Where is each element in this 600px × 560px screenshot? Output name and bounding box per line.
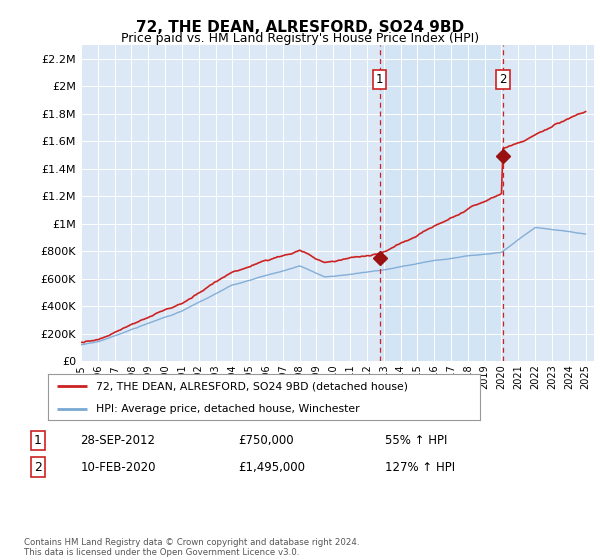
Text: 72, THE DEAN, ALRESFORD, SO24 9BD: 72, THE DEAN, ALRESFORD, SO24 9BD: [136, 20, 464, 35]
Text: Contains HM Land Registry data © Crown copyright and database right 2024.
This d: Contains HM Land Registry data © Crown c…: [24, 538, 359, 557]
Text: £1,495,000: £1,495,000: [238, 460, 305, 474]
Text: 1: 1: [34, 434, 42, 447]
Text: 28-SEP-2012: 28-SEP-2012: [80, 434, 155, 447]
Bar: [380, 45, 503, 361]
Text: 1: 1: [376, 73, 383, 86]
Text: 2: 2: [34, 460, 42, 474]
Text: 127% ↑ HPI: 127% ↑ HPI: [385, 460, 455, 474]
Text: 10-FEB-2020: 10-FEB-2020: [80, 460, 156, 474]
Text: 72, THE DEAN, ALRESFORD, SO24 9BD (detached house): 72, THE DEAN, ALRESFORD, SO24 9BD (detac…: [95, 381, 407, 391]
Text: Price paid vs. HM Land Registry's House Price Index (HPI): Price paid vs. HM Land Registry's House …: [121, 32, 479, 45]
Text: HPI: Average price, detached house, Winchester: HPI: Average price, detached house, Winc…: [95, 404, 359, 413]
Text: £750,000: £750,000: [238, 434, 294, 447]
Text: 55% ↑ HPI: 55% ↑ HPI: [385, 434, 448, 447]
Text: 2: 2: [499, 73, 507, 86]
